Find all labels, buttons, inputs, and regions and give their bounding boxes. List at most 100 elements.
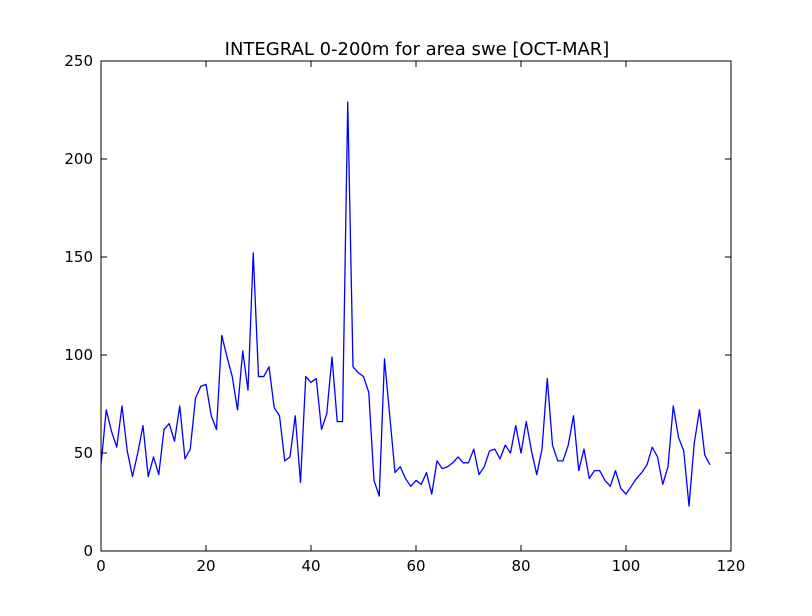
data-point <box>688 505 689 506</box>
x-tick-label: 20 <box>196 557 215 575</box>
data-point <box>421 484 422 485</box>
y-tick-label: 50 <box>74 444 93 462</box>
data-point <box>631 486 632 487</box>
data-point <box>347 102 348 103</box>
data-point <box>662 484 663 485</box>
data-point <box>352 366 353 367</box>
data-point <box>100 464 101 465</box>
x-tick-label: 40 <box>301 557 320 575</box>
data-point <box>457 456 458 457</box>
data-point <box>127 450 128 451</box>
data-point <box>704 454 705 455</box>
data-point <box>221 335 222 336</box>
data-point <box>531 450 532 451</box>
data-point <box>132 476 133 477</box>
data-point <box>552 445 553 446</box>
data-point <box>368 392 369 393</box>
plot-frame <box>100 60 732 552</box>
data-point <box>106 409 107 410</box>
data-point <box>137 452 138 453</box>
y-tick-label: 250 <box>64 52 93 70</box>
y-tick-label: 0 <box>83 542 93 560</box>
data-point <box>363 376 364 377</box>
plot-area <box>100 60 732 552</box>
data-point <box>179 405 180 406</box>
data-point <box>410 486 411 487</box>
data-point <box>667 466 668 467</box>
data-point <box>463 462 464 463</box>
data-point <box>337 421 338 422</box>
y-tick-label: 150 <box>64 248 93 266</box>
data-point <box>489 450 490 451</box>
data-point <box>431 494 432 495</box>
data-point <box>226 356 227 357</box>
data-point <box>568 445 569 446</box>
data-point <box>232 376 233 377</box>
data-point <box>478 474 479 475</box>
data-point <box>253 252 254 253</box>
data-point <box>153 456 154 457</box>
data-point <box>436 460 437 461</box>
data-point <box>163 429 164 430</box>
data-point <box>295 415 296 416</box>
data-point <box>289 456 290 457</box>
data-point <box>699 409 700 410</box>
data-point <box>694 443 695 444</box>
series-line <box>100 101 711 507</box>
data-point <box>111 431 112 432</box>
x-tick-label: 60 <box>406 557 425 575</box>
data-point <box>557 460 558 461</box>
chart-title: INTEGRAL 0-200m for area swe [OCT-MAR] <box>225 39 610 60</box>
data-point <box>326 413 327 414</box>
data-point <box>426 472 427 473</box>
data-point <box>300 482 301 483</box>
data-point <box>342 421 343 422</box>
data-point <box>258 376 259 377</box>
data-point <box>284 460 285 461</box>
data-point <box>589 478 590 479</box>
data-point <box>316 378 317 379</box>
data-point <box>599 470 600 471</box>
data-point <box>683 450 684 451</box>
y-tick-label: 100 <box>64 346 93 364</box>
data-point <box>562 460 563 461</box>
data-point <box>400 466 401 467</box>
data-point <box>578 470 579 471</box>
data-point <box>620 488 621 489</box>
data-point <box>216 429 217 430</box>
x-tick-label: 120 <box>717 557 746 575</box>
x-tick-label: 100 <box>612 557 641 575</box>
data-point <box>263 376 264 377</box>
data-point <box>610 486 611 487</box>
data-point <box>274 407 275 408</box>
data-point <box>657 456 658 457</box>
data-point <box>384 358 385 359</box>
data-point <box>205 384 206 385</box>
data-point <box>494 448 495 449</box>
data-point <box>405 478 406 479</box>
data-point <box>305 376 306 377</box>
data-point <box>373 480 374 481</box>
data-point <box>615 470 616 471</box>
data-point <box>510 452 511 453</box>
data-point <box>358 372 359 373</box>
x-tick-label: 0 <box>96 557 106 575</box>
data-point <box>121 405 122 406</box>
y-tick-label: 200 <box>64 150 93 168</box>
x-axis: 0 20 40 60 80 100 120 <box>96 61 745 575</box>
data-point <box>142 425 143 426</box>
data-point <box>515 425 516 426</box>
data-point <box>442 468 443 469</box>
data-point <box>389 415 390 416</box>
data-point <box>583 448 584 449</box>
data-point <box>116 447 117 448</box>
data-point <box>268 366 269 367</box>
data-point <box>520 452 521 453</box>
data-point <box>158 474 159 475</box>
data-point <box>541 448 542 449</box>
data-point <box>473 448 474 449</box>
data-point <box>678 437 679 438</box>
data-point <box>200 386 201 387</box>
